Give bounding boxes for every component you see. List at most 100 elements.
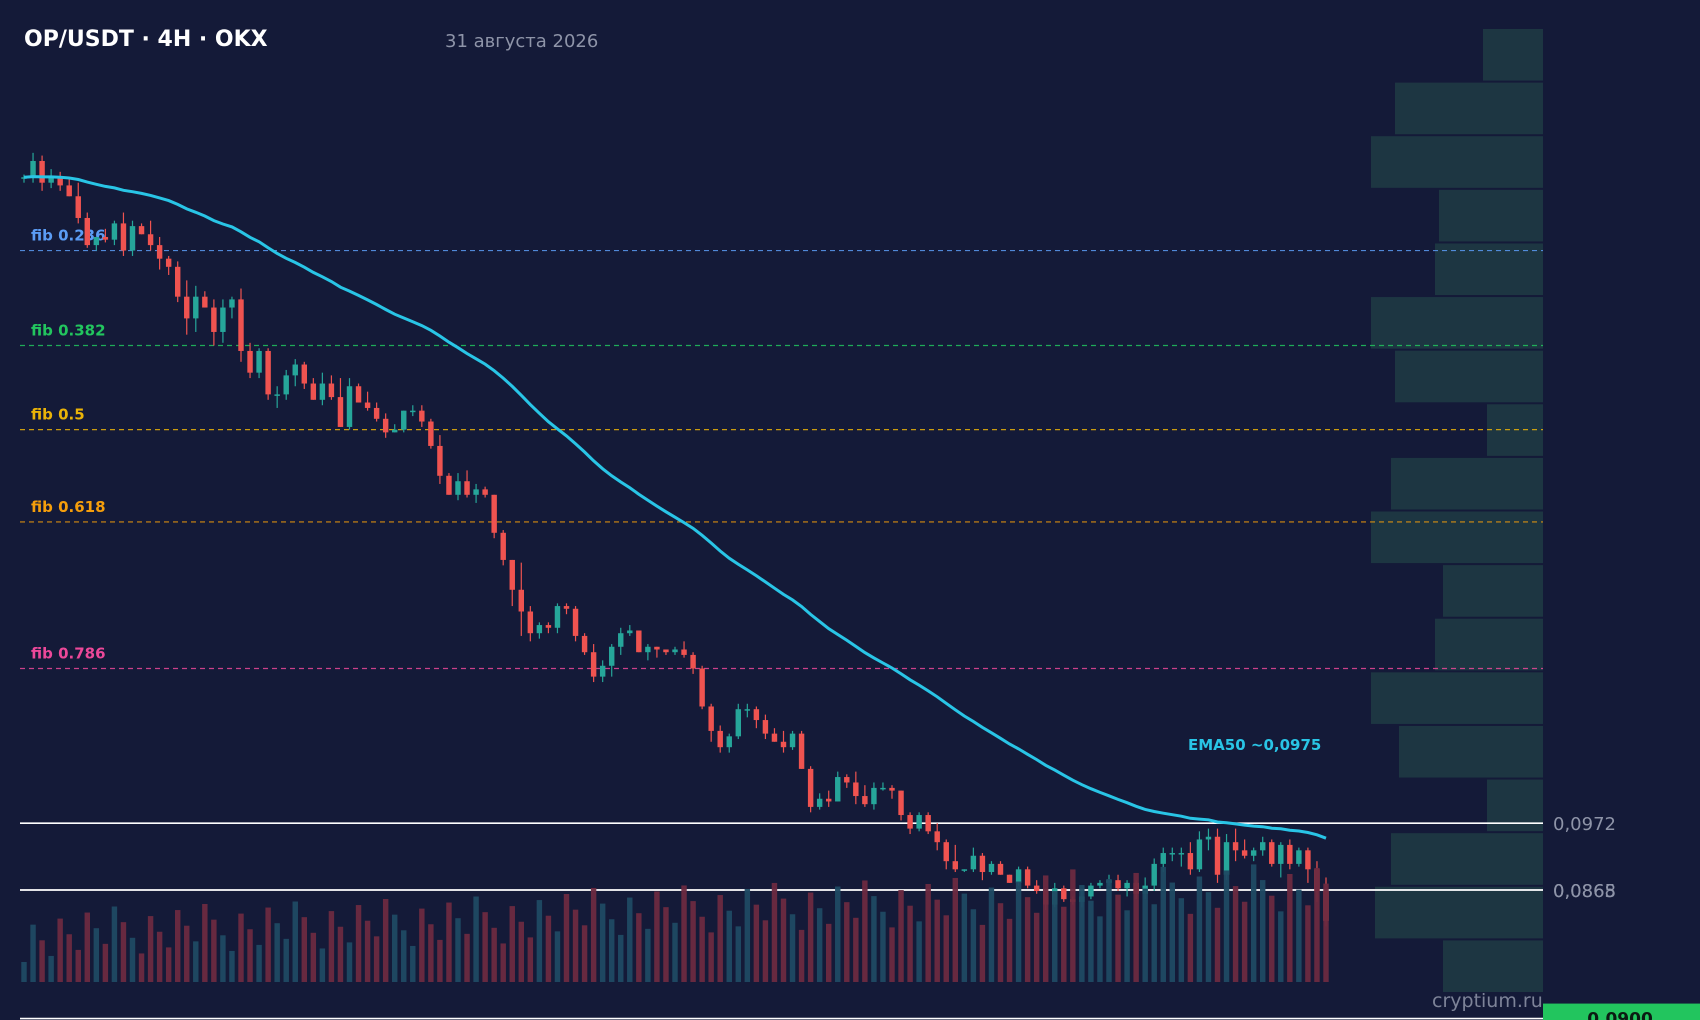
volume-bar	[1015, 881, 1022, 982]
candle-body	[1241, 850, 1248, 856]
volume-bar	[771, 882, 778, 982]
volume-bar	[889, 927, 895, 982]
current-price-label: 0,0900	[1587, 1010, 1653, 1020]
candle-body	[690, 654, 696, 669]
candle-body	[129, 226, 136, 251]
volume-bar	[871, 896, 877, 982]
candle-body	[202, 296, 208, 308]
candle-body	[1269, 842, 1275, 864]
volume-bar	[835, 886, 841, 982]
candle-body	[419, 410, 425, 422]
candle-body	[292, 364, 298, 376]
volume-bar	[545, 915, 552, 982]
candle-body	[147, 234, 154, 246]
candle-body	[608, 646, 615, 666]
volume-bar	[581, 925, 588, 982]
candle-body	[1033, 885, 1040, 892]
candle-body	[916, 815, 922, 829]
volume-bar	[853, 917, 859, 982]
volume-bar	[428, 924, 434, 982]
volume-bar	[979, 924, 986, 982]
volume-bar	[39, 940, 45, 982]
candle-body	[581, 635, 588, 653]
volume-bar	[1287, 874, 1293, 982]
candle-body	[1097, 882, 1103, 886]
volume-bar	[807, 892, 814, 982]
candle-body	[554, 606, 561, 628]
volume-bar	[147, 916, 154, 982]
candle-body	[807, 768, 814, 807]
volume-bar	[1178, 898, 1185, 982]
candle-body	[835, 777, 841, 802]
candle-body	[862, 796, 868, 805]
volume-bar	[798, 929, 805, 982]
fib-label: fib 0.382	[31, 322, 106, 340]
candle-body	[618, 633, 624, 647]
candle-body	[1178, 853, 1185, 855]
volume-bar	[482, 912, 488, 982]
volume-bar	[319, 948, 326, 982]
volume-bar	[66, 934, 72, 982]
volume-bar	[473, 896, 479, 982]
candle-body	[391, 429, 398, 433]
volume-bar	[1133, 872, 1139, 982]
price-axis-label: 0,0868	[1553, 881, 1616, 902]
volume-bar	[1196, 876, 1203, 982]
volume-bar	[21, 962, 27, 982]
volume-bar	[102, 943, 109, 982]
volume-profile-bar	[1371, 297, 1543, 349]
candle-body	[410, 410, 416, 413]
volume-bar	[925, 884, 931, 982]
volume-bar	[355, 905, 362, 982]
volume-bar	[970, 909, 977, 982]
candle-body	[726, 736, 732, 748]
volume-bar	[274, 923, 280, 982]
volume-bar	[310, 932, 317, 982]
ema-label: EMA50 ~0,0975	[1188, 736, 1321, 754]
candle-body	[708, 706, 714, 731]
candle-body	[319, 383, 326, 400]
candle-body	[328, 383, 335, 398]
volume-bar	[509, 906, 515, 982]
volume-bar	[762, 920, 769, 982]
volume-bar	[211, 919, 217, 982]
volume-bar	[1079, 885, 1085, 982]
volume-bar	[699, 916, 705, 982]
candle-body	[30, 160, 36, 178]
candle-body	[889, 787, 895, 791]
candle-body	[672, 649, 678, 653]
candle-body	[1169, 853, 1176, 855]
candle-body	[636, 630, 642, 653]
candle-body	[482, 489, 488, 495]
volume-bar	[391, 914, 398, 982]
volume-bar	[645, 928, 651, 982]
volume-bar	[193, 941, 199, 982]
candle-body	[717, 730, 723, 748]
volume-bar	[220, 935, 226, 982]
volume-bar	[708, 932, 714, 982]
candle-body	[138, 226, 145, 235]
candle-body	[735, 709, 742, 737]
candle-body	[1250, 850, 1257, 856]
candle-body	[373, 407, 380, 419]
volume-bar	[663, 907, 669, 982]
volume-bar	[988, 887, 995, 982]
volume-bar	[1269, 895, 1275, 982]
candle-body	[925, 815, 931, 832]
volume-bar	[446, 902, 452, 982]
volume-bar	[174, 910, 181, 982]
candle-body	[518, 589, 525, 612]
volume-profile-bar	[1439, 189, 1543, 242]
candle-body	[645, 646, 651, 653]
volume-bar	[690, 901, 696, 982]
volume-bar	[84, 912, 91, 982]
candle-body	[211, 307, 217, 332]
candle-body	[364, 402, 371, 408]
candle-body	[455, 481, 461, 495]
volume-bar	[1205, 892, 1212, 982]
volume-bar	[1006, 918, 1013, 982]
volume-bar	[265, 907, 271, 982]
volume-profile-bar	[1443, 940, 1543, 992]
volume-bar	[1278, 911, 1284, 982]
volume-bar	[455, 918, 461, 982]
